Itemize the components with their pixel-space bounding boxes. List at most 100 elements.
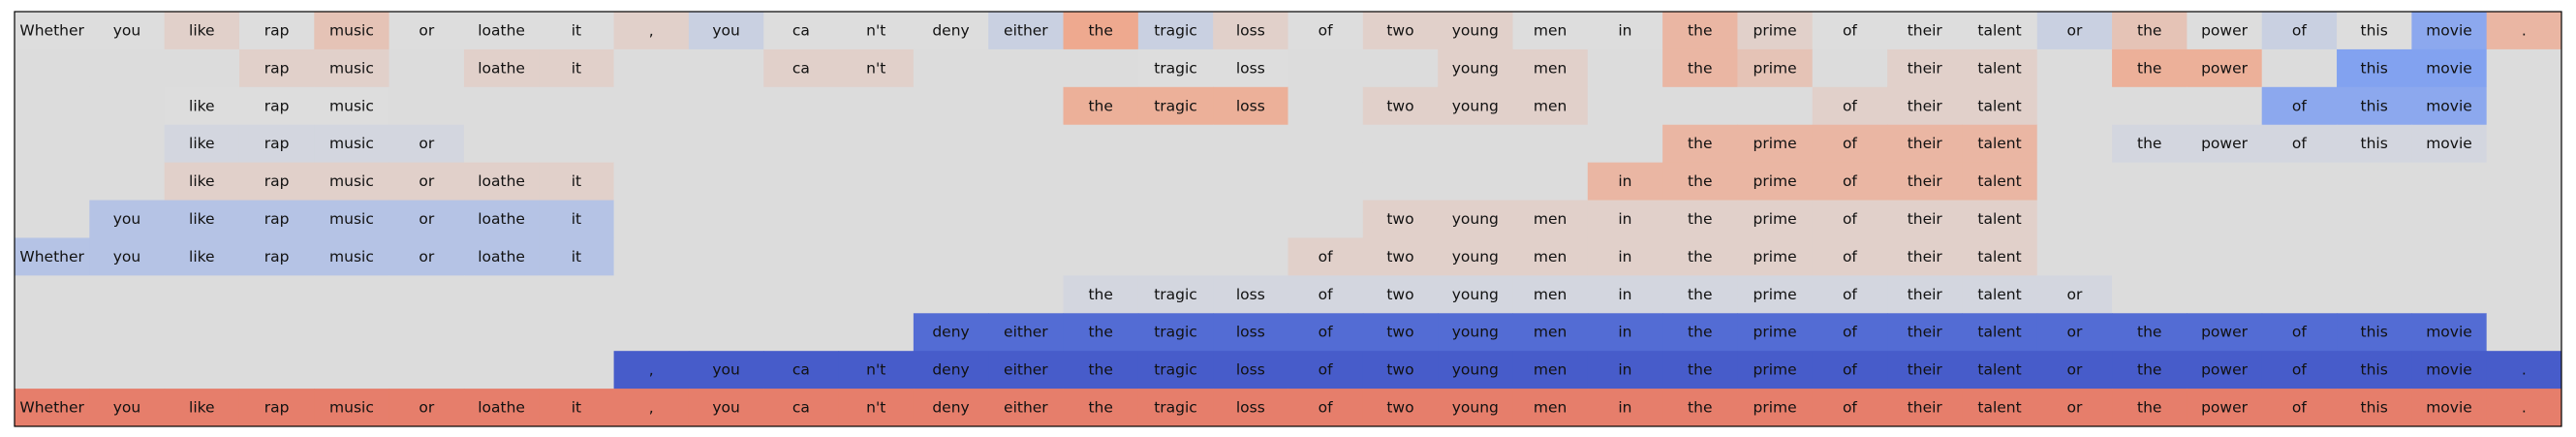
heatmap-cell xyxy=(2411,313,2488,352)
heatmap-cell xyxy=(1887,162,1963,202)
token-label: it xyxy=(572,21,581,39)
heatmap-cell xyxy=(164,389,240,427)
heatmap-cell xyxy=(1288,313,1364,352)
token-label: prime xyxy=(1754,21,1797,39)
heatmap-cell xyxy=(913,86,989,126)
heatmap-cell xyxy=(2486,313,2562,352)
heatmap-cell xyxy=(1662,48,1738,88)
token-label: men xyxy=(1534,59,1567,77)
heatmap-cell xyxy=(1063,389,1139,427)
heatmap-cell xyxy=(2112,275,2188,314)
heatmap-cell xyxy=(539,237,615,276)
heatmap-cell xyxy=(1288,200,1364,238)
token-label: young xyxy=(1452,97,1499,114)
token-label: of xyxy=(1319,286,1333,303)
heatmap-cell xyxy=(2036,313,2113,352)
heatmap-cell xyxy=(1587,124,1663,164)
heatmap-cell xyxy=(2411,275,2488,314)
heatmap-cell xyxy=(539,351,615,390)
heatmap-cell xyxy=(1512,351,1589,390)
token-label: n't xyxy=(866,399,885,417)
token-label: loss xyxy=(1236,97,1265,114)
token-label: men xyxy=(1534,97,1567,114)
token-label: their xyxy=(1908,399,1943,417)
token-label: prime xyxy=(1754,210,1797,228)
heatmap-cell xyxy=(1812,48,1888,88)
heatmap-cell xyxy=(1812,86,1888,126)
token-label: Whether xyxy=(19,248,84,265)
heatmap-cell xyxy=(2261,389,2338,427)
heatmap-cell xyxy=(463,86,540,126)
token-label: prime xyxy=(1754,59,1797,77)
heatmap-cell xyxy=(539,313,615,352)
heatmap-cell xyxy=(1063,124,1139,164)
heatmap-cell xyxy=(314,313,390,352)
token-label: in xyxy=(1618,361,1631,379)
heatmap-cell xyxy=(1812,237,1888,276)
token-label: the xyxy=(1688,135,1712,152)
token-label: talent xyxy=(1977,324,2021,341)
token-label: the xyxy=(2137,21,2161,39)
heatmap-cell xyxy=(463,48,540,88)
heatmap-cell xyxy=(164,162,240,202)
heatmap-cell xyxy=(1288,275,1364,314)
token-label: of xyxy=(2292,399,2307,417)
heatmap-cell xyxy=(463,124,540,164)
token-label: tragic xyxy=(1154,286,1197,303)
heatmap-cell xyxy=(838,351,915,390)
heatmap-cell xyxy=(1137,275,1214,314)
token-label: music xyxy=(329,172,374,190)
heatmap-cell xyxy=(688,162,764,202)
token-label: of xyxy=(1319,21,1333,39)
heatmap-cell xyxy=(1962,48,2038,88)
token-label: men xyxy=(1534,361,1567,379)
heatmap-cell xyxy=(763,275,840,314)
heatmap-cell xyxy=(2261,351,2338,390)
heatmap-cell xyxy=(1438,389,1513,427)
heatmap-cell xyxy=(15,12,90,50)
heatmap-cell xyxy=(388,313,465,352)
heatmap-cell xyxy=(1587,313,1663,352)
heatmap-cell xyxy=(1962,12,2038,50)
heatmap-cell xyxy=(539,200,615,238)
heatmap-cell xyxy=(1137,313,1214,352)
token-label: of xyxy=(2292,135,2307,152)
heatmap-cell xyxy=(613,237,690,276)
heatmap-cell xyxy=(613,200,690,238)
heatmap-cell xyxy=(388,351,465,390)
heatmap-cell xyxy=(838,237,915,276)
heatmap-cell xyxy=(688,200,764,238)
heatmap-cell xyxy=(1887,237,1963,276)
heatmap-cell xyxy=(1737,86,1814,126)
heatmap-cell xyxy=(463,275,540,314)
token-label: tragic xyxy=(1154,21,1197,39)
token-label: rap xyxy=(264,97,290,114)
heatmap-cell xyxy=(2411,86,2488,126)
heatmap-cell xyxy=(238,200,315,238)
heatmap-cell xyxy=(763,237,840,276)
token-label: n't xyxy=(866,21,885,39)
token-label: their xyxy=(1908,210,1943,228)
heatmap-cell xyxy=(164,313,240,352)
token-label: Whether xyxy=(19,21,84,39)
heatmap-cell xyxy=(314,237,390,276)
heatmap-cell xyxy=(1812,200,1888,238)
token-label: the xyxy=(1088,361,1112,379)
token-label: of xyxy=(1843,97,1857,114)
heatmap-cell xyxy=(1137,200,1214,238)
heatmap-cell xyxy=(1887,86,1963,126)
heatmap-cell xyxy=(1662,86,1738,126)
heatmap-cell xyxy=(1737,351,1814,390)
heatmap-cell xyxy=(2187,200,2263,238)
heatmap-cell xyxy=(2261,275,2338,314)
heatmap-cell xyxy=(1063,162,1139,202)
token-label: talent xyxy=(1977,172,2021,190)
token-label: tragic xyxy=(1154,59,1197,77)
heatmap-cell xyxy=(2187,237,2263,276)
token-label: it xyxy=(572,210,581,228)
heatmap-cell xyxy=(2036,124,2113,164)
heatmap-cell xyxy=(2337,200,2412,238)
heatmap-cell xyxy=(1137,162,1214,202)
heatmap-cell xyxy=(2112,389,2188,427)
heatmap-cell xyxy=(388,389,465,427)
